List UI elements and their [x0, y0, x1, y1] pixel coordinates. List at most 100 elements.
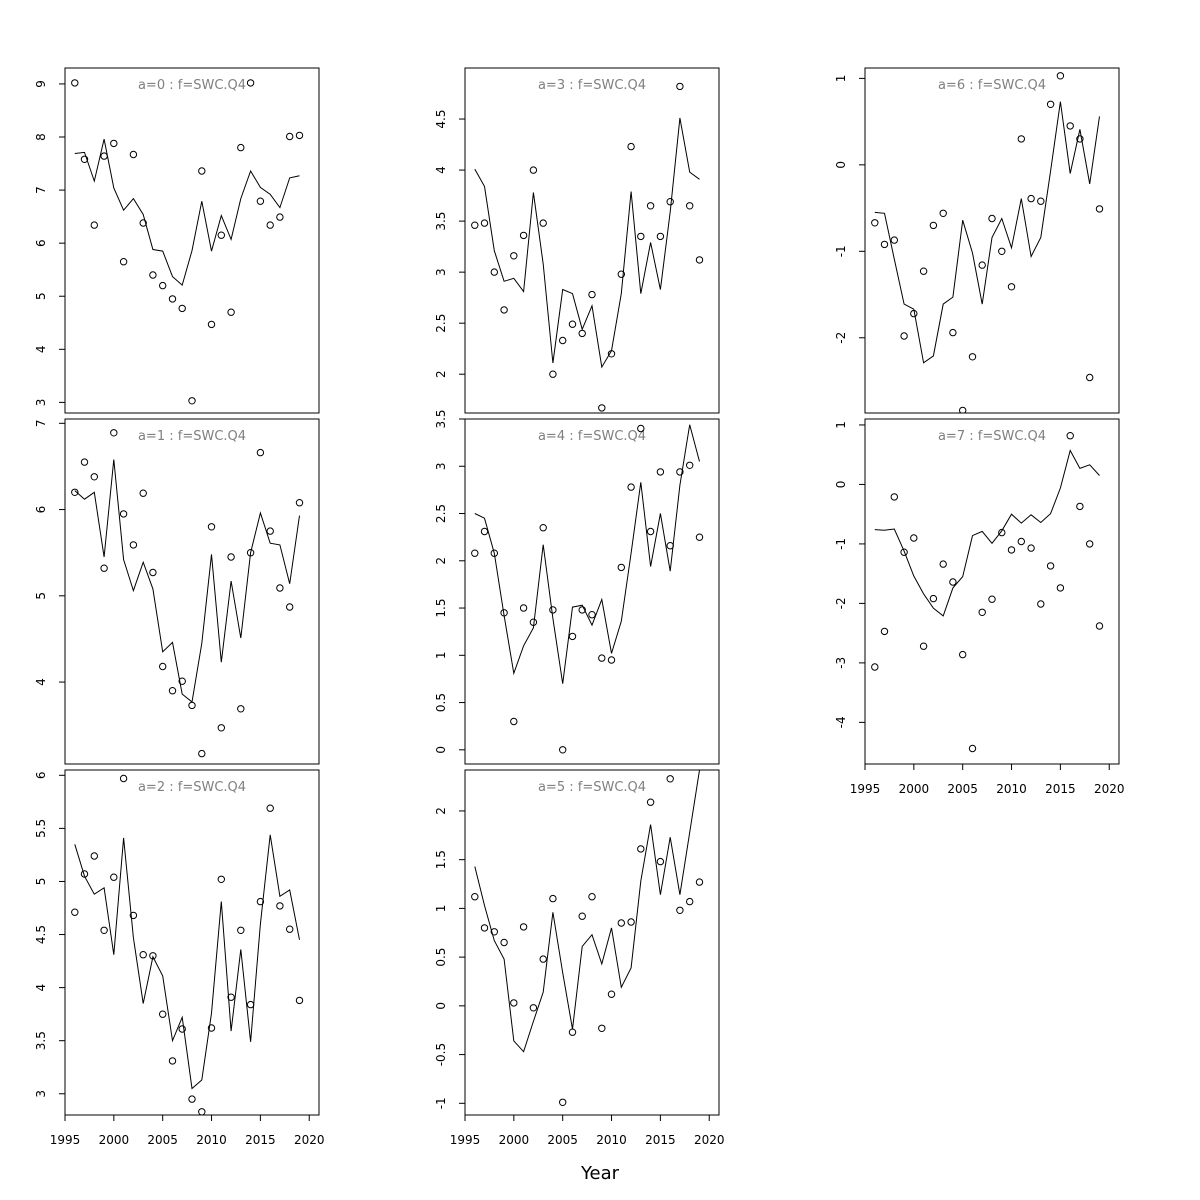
- data-point: [159, 1010, 167, 1018]
- panel-0: a=0 : f=SWC.Q4 3 4 5 6 7 8 9: [34, 67, 320, 414]
- x-tick-label: 2015: [1045, 782, 1076, 796]
- data-point: [598, 1024, 606, 1033]
- data-point: [666, 775, 674, 783]
- data-point: [871, 663, 879, 671]
- data-point: [471, 221, 479, 229]
- data-point: [900, 548, 908, 556]
- y-tick-label: -2: [834, 597, 848, 609]
- data-point: [578, 912, 586, 920]
- data-point: [695, 533, 704, 541]
- data-point: [1066, 432, 1074, 440]
- data-point: [588, 893, 596, 901]
- data-point: [998, 528, 1006, 537]
- data-point: [139, 489, 147, 497]
- y-tick-label: 2: [434, 557, 448, 565]
- y-tick-label: 6: [34, 506, 48, 514]
- data-point: [998, 247, 1006, 256]
- y-tick-label: 4.5: [34, 925, 48, 944]
- data-point: [217, 875, 226, 883]
- panel-3: a=3 : f=SWC.Q4 2 2.5 3 3.5 4 4.5: [434, 67, 720, 414]
- fitted-line: [74, 459, 300, 703]
- data-point: [637, 232, 645, 241]
- data-point: [617, 919, 625, 927]
- data-point: [178, 1025, 186, 1033]
- panel-1: a=1 : f=SWC.Q4 4 5 6 7: [34, 418, 320, 765]
- data-point: [198, 167, 206, 175]
- data-point: [929, 221, 938, 230]
- y-tick-label: 0: [834, 481, 848, 489]
- plot-area: [471, 82, 704, 412]
- data-point: [637, 845, 645, 853]
- data-point: [480, 924, 489, 932]
- x-tick-label: 2000: [99, 1133, 130, 1147]
- panel-title: a=4 : f=SWC.Q4: [538, 429, 646, 444]
- data-point: [129, 150, 138, 159]
- data-point: [627, 918, 635, 926]
- data-point: [217, 724, 226, 732]
- x-tick-label: 2015: [645, 1133, 676, 1147]
- data-point: [900, 332, 908, 340]
- data-point: [598, 404, 606, 412]
- data-point: [139, 219, 147, 227]
- data-point: [1046, 100, 1055, 109]
- x-tick-label: 2005: [547, 1133, 578, 1147]
- data-point: [1056, 584, 1065, 592]
- plot-area: [71, 79, 304, 405]
- data-point: [1017, 135, 1025, 143]
- data-point: [617, 270, 625, 278]
- data-point: [198, 1108, 206, 1115]
- y-tick-label: 4: [34, 984, 48, 992]
- plot-area: [471, 424, 704, 754]
- x-tick-label: 1995: [50, 1133, 81, 1147]
- data-point: [627, 483, 635, 491]
- data-point: [1007, 546, 1016, 554]
- data-point: [607, 990, 616, 998]
- data-point: [188, 397, 196, 405]
- data-point: [119, 510, 128, 518]
- fitted-line: [874, 101, 1100, 364]
- panel-title: a=6 : f=SWC.Q4: [938, 78, 1046, 93]
- data-point: [539, 219, 547, 227]
- panel-title: a=0 : f=SWC.Q4: [138, 78, 246, 93]
- data-point: [676, 906, 684, 914]
- plot-frame: [464, 418, 720, 765]
- data-point: [686, 897, 694, 906]
- data-point: [568, 320, 577, 328]
- data-point: [149, 568, 157, 577]
- x-tick-label: 1995: [450, 1133, 481, 1147]
- panel-5: a=5 : f=SWC.Q4 -1 -0.5 0 0.5 1 1.5 2 1995 2000 200…: [434, 769, 725, 1147]
- data-point: [519, 604, 528, 612]
- data-point: [295, 996, 304, 1005]
- y-tick-label: -1: [834, 538, 848, 550]
- fitted-line: [874, 449, 1100, 617]
- data-point: [676, 82, 684, 91]
- data-point: [919, 267, 928, 275]
- data-point: [1095, 622, 1104, 630]
- y-tick-label: 1: [434, 905, 448, 913]
- data-point: [890, 493, 898, 501]
- data-point: [1066, 122, 1074, 130]
- data-point: [207, 1024, 216, 1032]
- data-point: [559, 746, 567, 754]
- data-point: [1076, 502, 1084, 511]
- data-point: [510, 717, 518, 726]
- y-tick-label: 0: [434, 746, 448, 754]
- data-point: [237, 705, 245, 713]
- y-tick-label: 0: [834, 161, 848, 169]
- data-point: [559, 1098, 567, 1107]
- y-tick-label: 1: [834, 421, 848, 429]
- data-point: [607, 656, 616, 664]
- data-point: [656, 232, 665, 241]
- y-tick-label: 1: [834, 75, 848, 83]
- y-tick-label: 0.5: [434, 693, 448, 712]
- data-point: [1027, 544, 1035, 552]
- data-point: [480, 219, 489, 227]
- data-point: [559, 336, 567, 345]
- data-point: [588, 290, 596, 299]
- data-point: [910, 534, 918, 542]
- y-tick-label: 2.5: [434, 504, 448, 523]
- data-point: [207, 320, 216, 329]
- plot-frame: [64, 418, 320, 765]
- data-point: [978, 261, 986, 269]
- plot-area: [71, 429, 304, 758]
